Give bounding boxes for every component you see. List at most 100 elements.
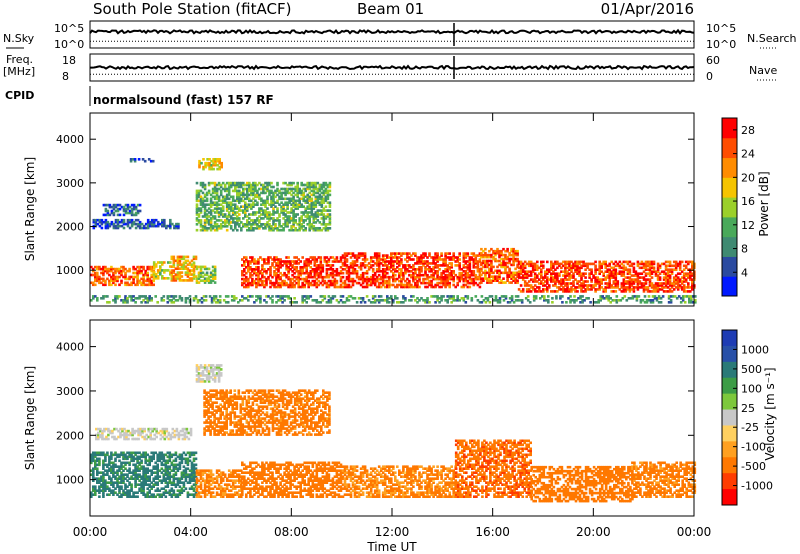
range-gate-cell xyxy=(369,279,373,283)
range-gate-cell xyxy=(270,217,273,220)
range-gate-cell xyxy=(349,279,353,283)
range-gate-cell xyxy=(448,258,451,261)
range-gate-cell xyxy=(134,475,137,478)
range-gate-cell xyxy=(672,268,676,271)
range-gate-cell xyxy=(506,265,509,269)
range-gate-cell xyxy=(500,253,503,257)
range-gate-cell xyxy=(315,270,319,273)
range-gate-cell xyxy=(207,189,211,193)
range-gate-cell xyxy=(296,191,299,195)
range-gate-cell xyxy=(132,463,135,467)
range-gate-cell xyxy=(150,487,153,490)
range-gate-cell xyxy=(132,279,135,283)
range-gate-cell xyxy=(508,261,511,265)
range-gate-cell xyxy=(231,197,235,201)
range-gate-cell xyxy=(351,264,355,267)
range-gate-cell xyxy=(303,260,306,263)
range-gate-cell xyxy=(207,191,211,195)
range-gate-cell xyxy=(406,270,409,273)
range-gate-cell xyxy=(199,279,203,282)
range-gate-cell xyxy=(190,269,194,272)
range-gate-cell xyxy=(130,281,133,285)
range-gate-cell xyxy=(120,471,123,474)
range-gate-cell xyxy=(270,195,273,199)
range-gate-cell xyxy=(679,301,683,304)
range-gate-cell xyxy=(371,297,375,300)
range-gate-cell xyxy=(323,279,327,283)
range-gate-cell xyxy=(488,271,491,275)
range-gate-cell xyxy=(608,276,611,279)
range-gate-cell xyxy=(273,285,276,289)
range-gate-cell xyxy=(128,205,132,209)
range-gate-cell xyxy=(568,282,571,285)
range-gate-cell xyxy=(211,187,215,191)
range-gate-cell xyxy=(138,479,141,482)
range-gate-cell xyxy=(630,264,634,268)
range-gate-cell xyxy=(638,286,642,289)
range-gate-cell xyxy=(324,225,328,228)
range-gate-cell xyxy=(490,255,493,259)
range-gate-cell xyxy=(178,279,182,282)
range-gate-cell xyxy=(629,297,633,300)
range-gate-cell xyxy=(496,259,499,263)
range-gate-cell xyxy=(169,273,172,276)
range-gate-cell xyxy=(122,477,125,480)
range-gate-cell xyxy=(458,254,461,257)
power-ylabel: Slant Range [km] xyxy=(23,157,37,261)
range-gate-cell xyxy=(263,258,266,261)
range-gate-cell xyxy=(488,281,491,284)
range-gate-cell xyxy=(102,461,105,465)
range-gate-cell xyxy=(271,258,274,261)
range-gate-cell xyxy=(295,262,298,265)
range-gate-cell xyxy=(554,278,557,281)
range-gate-cell xyxy=(315,266,319,269)
range-gate-cell xyxy=(245,266,248,269)
range-gate-cell xyxy=(446,275,449,279)
range-gate-cell xyxy=(392,275,395,279)
range-gate-cell xyxy=(335,270,339,273)
range-gate-cell xyxy=(136,477,139,480)
range-gate-cell xyxy=(134,301,137,304)
range-gate-cell xyxy=(215,205,219,208)
range-gate-cell xyxy=(130,457,133,461)
range-gate-cell xyxy=(92,220,96,224)
range-gate-cell xyxy=(248,199,251,203)
range-gate-cell xyxy=(426,281,429,285)
range-gate-cell xyxy=(562,282,565,285)
range-gate-cell xyxy=(132,205,136,209)
range-gate-cell xyxy=(345,271,349,275)
range-gate-cell xyxy=(268,227,271,230)
range-gate-cell xyxy=(208,167,211,171)
range-gate-cell xyxy=(373,254,377,257)
range-gate-cell xyxy=(434,270,437,273)
range-gate-cell xyxy=(284,223,287,226)
range-gate-cell xyxy=(533,290,537,293)
range-gate-cell xyxy=(351,252,355,255)
range-gate-cell xyxy=(110,457,113,461)
range-gate-cell xyxy=(512,255,515,259)
range-gate-cell xyxy=(322,227,326,230)
range-gate-cell xyxy=(490,267,493,271)
range-gate-cell xyxy=(603,297,606,300)
range-gate-cell xyxy=(126,218,130,222)
range-gate-cell xyxy=(484,247,487,251)
range-gate-cell xyxy=(618,272,622,275)
range-gate-cell xyxy=(482,253,485,257)
range-gate-cell xyxy=(192,267,196,270)
range-gate-cell xyxy=(579,295,582,298)
range-gate-cell xyxy=(319,271,323,275)
range-gate-cell xyxy=(110,451,113,455)
range-gate-cell xyxy=(436,275,439,279)
range-gate-cell xyxy=(484,297,488,300)
range-gate-cell xyxy=(678,268,682,271)
range-gate-cell xyxy=(94,283,97,287)
range-gate-cell xyxy=(110,222,114,226)
range-gate-cell xyxy=(227,185,231,189)
range-gate-cell xyxy=(209,203,213,206)
range-gate-cell xyxy=(92,218,96,222)
range-gate-cell xyxy=(165,226,168,230)
range-gate-cell xyxy=(273,266,276,269)
range-gate-cell xyxy=(252,197,255,201)
range-gate-cell xyxy=(90,273,93,277)
range-gate-cell xyxy=(556,266,559,270)
